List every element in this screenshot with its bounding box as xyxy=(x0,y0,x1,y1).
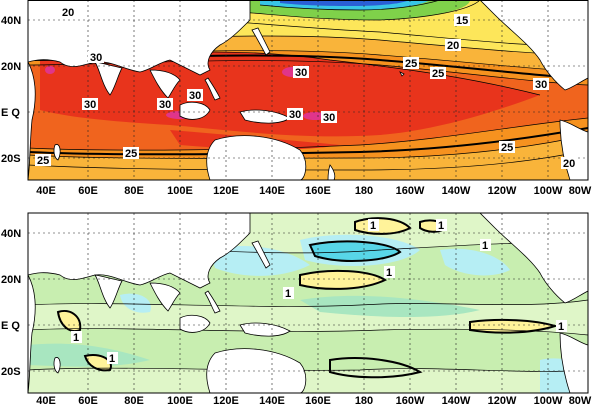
bottom-contour-labels: 1 1 1 1 1 1 1 1 xyxy=(71,219,567,365)
top-contour-label: 30 xyxy=(535,79,547,91)
land-indochina xyxy=(149,69,181,99)
top-lat-label: E Q xyxy=(1,107,20,119)
top-contour-labels: 20 15 20 25 25 30 30 30 30 30 30 30 30 xyxy=(35,6,577,170)
bottom-lon-label: 120E xyxy=(213,395,239,405)
top-lon-label: 80W xyxy=(569,185,592,197)
top-contour-label: 30 xyxy=(189,90,201,102)
bottom-lat-labels: 40N 20N E Q 20S xyxy=(1,228,21,378)
top-lat-label: 20S xyxy=(1,153,21,165)
top-contour-label: 25 xyxy=(501,142,513,154)
bottom-lon-label: 40E xyxy=(36,395,56,405)
bottom-lat-label: E Q xyxy=(1,320,20,332)
top-contour-label: 30 xyxy=(289,109,301,121)
top-contour-label: 30 xyxy=(84,99,96,111)
bottom-panel-frame xyxy=(27,212,589,394)
top-contour-label: 25 xyxy=(405,58,417,70)
bottom-contour-label: 1 xyxy=(438,220,444,232)
top-lon-label: 160E xyxy=(305,185,331,197)
top-lon-labels: 40E 60E 80E 100E 120E 140E 160E 180 160W… xyxy=(36,185,592,197)
land-hawaii xyxy=(399,71,405,77)
land-india-peninsula xyxy=(94,274,123,309)
bottom-lat-label: 40N xyxy=(1,228,21,240)
bottom-gridlines xyxy=(28,213,588,393)
top-lat-labels: 40N 20N E Q 20S xyxy=(1,15,21,165)
bottom-lat-label: 20S xyxy=(1,366,21,378)
top-lon-label: 120E xyxy=(213,185,239,197)
top-lon-label: 100W xyxy=(534,185,563,197)
top-contour-label: 30 xyxy=(323,112,335,124)
land-indochina xyxy=(149,282,181,312)
bottom-lat-label: 20N xyxy=(1,274,21,286)
land-madagascar xyxy=(53,144,61,161)
bottom-lon-label: 100W xyxy=(534,395,563,405)
bottom-contour-label: 1 xyxy=(386,267,392,279)
top-contour-label: 20 xyxy=(447,40,459,52)
top-contour-label: 20 xyxy=(563,158,575,170)
land-philippines xyxy=(204,290,221,314)
bottom-lon-label: 80E xyxy=(124,395,144,405)
land-north-america xyxy=(479,213,588,304)
bottom-contour-label: 1 xyxy=(109,353,115,365)
bottom-contour-label: 1 xyxy=(285,288,291,300)
mean-sst-field xyxy=(28,0,588,180)
top-lon-label: 100E xyxy=(167,185,193,197)
bottom-lon-label: 160E xyxy=(305,395,331,405)
land-new-guinea xyxy=(239,322,291,337)
bottom-lon-labels: 40E 60E 80E 100E 120E 140E 160E 180 160W… xyxy=(36,395,592,405)
top-contour-label: 25 xyxy=(37,155,49,167)
top-lon-label: 120W xyxy=(488,185,517,197)
top-lon-label: 60E xyxy=(78,185,98,197)
bottom-contour-label: 1 xyxy=(482,240,488,252)
land-japan xyxy=(251,27,271,56)
bottom-contour-label: 1 xyxy=(73,332,79,344)
top-contour-label: 15 xyxy=(456,15,468,27)
land-india-peninsula xyxy=(94,61,123,96)
top-lon-label: 80E xyxy=(124,185,144,197)
bottom-lon-label: 180 xyxy=(355,395,373,405)
bottom-lon-label: 140E xyxy=(259,395,285,405)
top-contour-label: 20 xyxy=(62,7,74,19)
bottom-lon-label: 100E xyxy=(167,395,193,405)
bottom-lon-label: 120W xyxy=(488,395,517,405)
land-south-america xyxy=(559,332,588,393)
top-lon-label: 140E xyxy=(259,185,285,197)
land-japan xyxy=(251,240,271,269)
top-contour-label: 30 xyxy=(90,52,102,64)
land-australia xyxy=(206,348,307,393)
top-lon-label: 180 xyxy=(355,185,373,197)
land-north-america xyxy=(479,0,588,91)
land-new-zealand xyxy=(327,164,336,180)
anomaly-field xyxy=(28,213,588,393)
top-contour-label: 30 xyxy=(159,99,171,111)
land-africa xyxy=(28,61,36,180)
land-borneo xyxy=(179,314,211,333)
bottom-lon-label: 60E xyxy=(78,395,98,405)
bottom-lon-label: 80W xyxy=(569,395,592,405)
bottom-lon-label: 140W xyxy=(442,395,471,405)
land-asia xyxy=(28,0,251,76)
top-lat-label: 40N xyxy=(1,15,21,27)
top-lon-label: 160W xyxy=(396,185,425,197)
land-philippines xyxy=(204,77,221,101)
bottom-contour-label: 1 xyxy=(370,220,376,232)
land-australia xyxy=(206,135,307,180)
mean-sst-panel: 20 15 20 25 25 30 30 30 30 30 30 30 30 xyxy=(1,0,592,197)
land-madagascar xyxy=(53,357,61,374)
top-contour-label: 25 xyxy=(125,148,137,160)
anomaly-panel: 1 1 1 1 1 1 1 1 40N 20N E Q 20S 40E 60E … xyxy=(1,212,592,405)
top-lat-label: 20N xyxy=(1,61,21,73)
land-borneo xyxy=(179,101,211,120)
bottom-contour-label: 1 xyxy=(558,321,564,333)
top-panel-frame xyxy=(27,0,589,181)
land-asia xyxy=(28,213,251,289)
top-contour-label: 25 xyxy=(432,68,444,80)
top-lon-label: 140W xyxy=(442,185,471,197)
top-contour-label: 30 xyxy=(295,67,307,79)
land-africa xyxy=(28,274,36,393)
bottom-lon-label: 160W xyxy=(396,395,425,405)
top-lon-label: 40E xyxy=(36,185,56,197)
